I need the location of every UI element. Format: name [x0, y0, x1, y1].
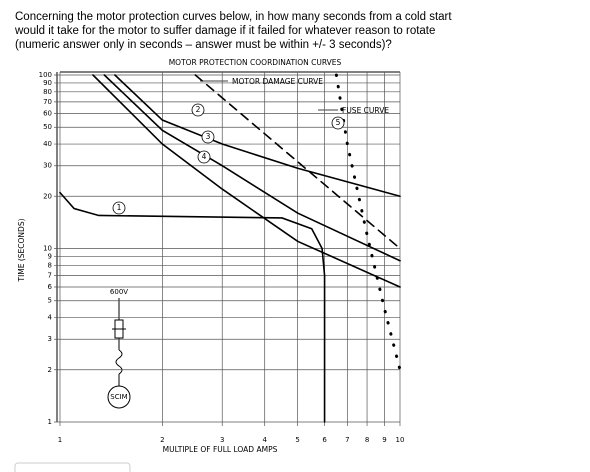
x-tick-label: 10 — [396, 436, 405, 444]
question-line: Concerning the motor protection curves b… — [15, 11, 452, 23]
x-tick-label: 4 — [262, 436, 267, 444]
y-tick-label: 50 — [43, 123, 52, 131]
curve-label: MOTOR DAMAGE CURVE — [232, 77, 323, 86]
y-tick-label: 5 — [48, 297, 52, 305]
y-tick-label: 8 — [48, 261, 52, 269]
x-tick-label: 1 — [58, 436, 62, 444]
curve-label: 3 — [206, 132, 211, 141]
motor-schematic — [107, 298, 131, 409]
curve-label: 5 — [336, 118, 341, 127]
y-tick-label: 60 — [43, 109, 52, 117]
y-tick-label: 100 — [39, 71, 52, 79]
x-tick-label: 6 — [322, 436, 327, 444]
curve-label: 1 — [117, 203, 122, 212]
y-tick-label: 2 — [48, 366, 52, 374]
curve — [59, 191, 326, 423]
y-tick-label: 40 — [43, 140, 52, 148]
x-tick-label: 9 — [382, 436, 386, 444]
curve — [194, 74, 401, 250]
label-circle — [201, 130, 215, 144]
y-tick-label: 10 — [43, 245, 52, 253]
motor-label: SCIM — [110, 393, 127, 401]
label-circle — [112, 201, 126, 215]
y-tick-label: 1 — [48, 418, 52, 426]
y-axis-label: TIME (SECONDS) — [17, 218, 26, 282]
y-tick-label: 20 — [43, 192, 52, 200]
y-tick-label: 7 — [48, 271, 52, 279]
question-line: (numeric answer only in seconds – answer… — [15, 39, 392, 51]
y-tick-label: 4 — [48, 314, 53, 322]
x-axis-label: MULTIPLE OF FULL LOAD AMPS — [163, 445, 278, 454]
voltage-label: 600V — [110, 288, 128, 296]
label-circle — [197, 150, 211, 164]
curve-label: FUSE CURVE — [342, 106, 389, 115]
curve — [114, 74, 401, 198]
label-circle — [331, 116, 345, 130]
y-tick-label: 9 — [48, 252, 52, 260]
y-tick-label: 30 — [43, 162, 52, 170]
y-tick-label: 6 — [48, 283, 53, 291]
question-line: would it take for the motor to suffer da… — [14, 25, 435, 37]
y-tick-label: 70 — [43, 98, 52, 106]
curve — [103, 74, 401, 262]
curve-label: 4 — [202, 152, 207, 161]
y-tick-label: 80 — [43, 88, 52, 96]
y-tick-label: 3 — [48, 335, 52, 343]
y-tick-label: 90 — [43, 79, 52, 87]
curve — [92, 74, 401, 288]
x-tick-label: 2 — [160, 436, 164, 444]
x-tick-label: 3 — [220, 436, 224, 444]
label-circle — [191, 103, 205, 117]
x-tick-label: 5 — [295, 436, 299, 444]
chart-title: MOTOR PROTECTION COORDINATION CURVES — [169, 58, 342, 67]
x-tick-label: 7 — [345, 436, 349, 444]
curve-label: 2 — [196, 105, 201, 114]
x-tick-label: 8 — [365, 436, 369, 444]
answer-box[interactable] — [14, 462, 131, 472]
